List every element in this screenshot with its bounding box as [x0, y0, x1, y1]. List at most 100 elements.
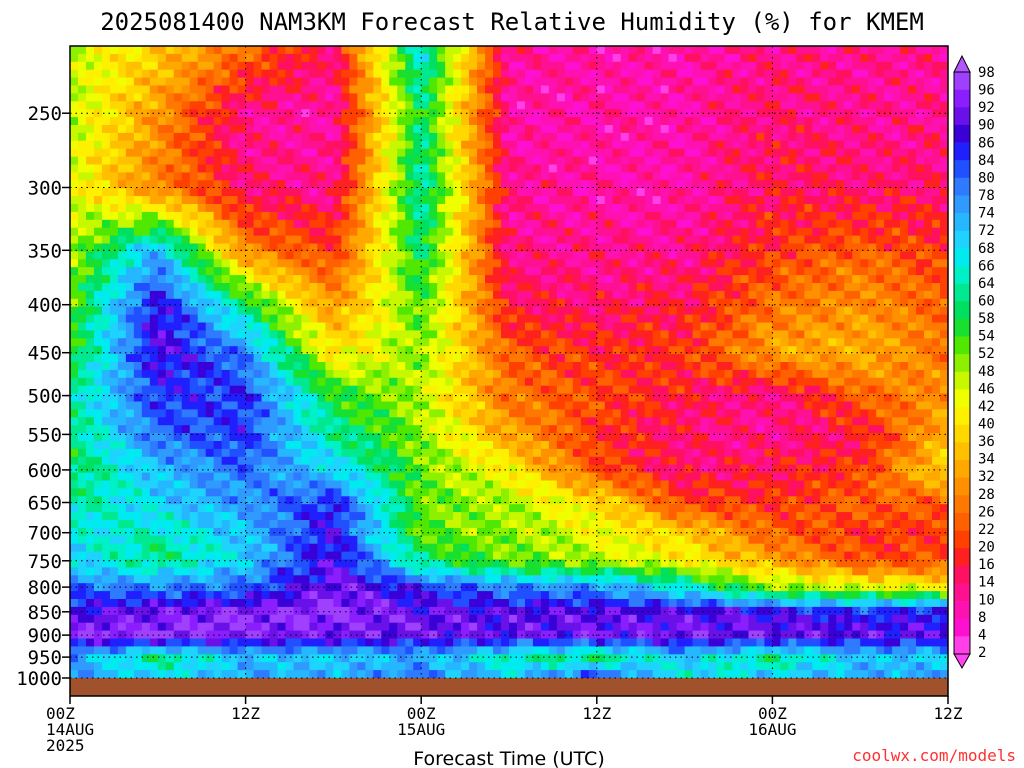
heat-cell [940, 188, 948, 197]
heat-cell [509, 109, 518, 118]
heat-cell [580, 219, 590, 229]
heat-cell [469, 393, 478, 403]
heat-cell [309, 53, 319, 63]
heat-cell [437, 330, 446, 339]
heat-cell [604, 53, 614, 63]
heat-cell [261, 77, 271, 87]
heat-cell [884, 290, 893, 300]
heat-cell [373, 69, 382, 79]
heat-cell [884, 251, 893, 260]
heat-cell [812, 46, 821, 55]
heat-cell [756, 148, 766, 158]
heat-cell [588, 338, 598, 347]
heat-cell [748, 369, 758, 379]
heat-cell [117, 211, 127, 221]
heat-cell [636, 85, 646, 94]
heat-cell [493, 322, 502, 331]
heat-cell [373, 322, 382, 331]
heat-cell [532, 377, 542, 387]
heat-cell [844, 251, 853, 260]
heat-cell [469, 235, 478, 245]
heat-cell [916, 385, 925, 395]
heat-cell [660, 204, 670, 213]
heat-cell [868, 330, 877, 339]
heat-cell [245, 172, 255, 181]
heat-cell [836, 369, 845, 379]
heat-cell [644, 61, 654, 71]
heat-cell [540, 125, 550, 134]
heat-cell [724, 338, 734, 347]
heat-cell [245, 369, 255, 379]
heat-cell [764, 93, 773, 102]
heat-cell [117, 401, 127, 410]
heat-cell [173, 354, 183, 363]
heat-cell [716, 164, 726, 173]
heat-cell [852, 204, 861, 213]
heat-cell [141, 275, 151, 284]
heat-cell [524, 369, 534, 379]
heat-cell [636, 180, 646, 189]
heat-cell [421, 235, 430, 245]
heat-cell [333, 46, 342, 55]
heat-cell [437, 346, 446, 355]
heat-cell [277, 346, 287, 355]
heat-cell [437, 227, 446, 237]
heat-cell [237, 211, 247, 221]
heat-cell [868, 196, 877, 205]
heat-cell [229, 85, 239, 94]
heat-cell [692, 354, 702, 363]
heat-cell [149, 188, 159, 197]
heat-cell [277, 172, 287, 181]
heat-cell [756, 109, 766, 118]
heat-cell [828, 283, 837, 292]
heat-cell [628, 77, 638, 87]
heat-cell [660, 298, 670, 308]
heat-cell [620, 385, 630, 395]
heat-cell [828, 235, 837, 245]
heat-cell [125, 85, 135, 94]
heat-cell [908, 164, 917, 173]
heat-cell [540, 85, 550, 94]
heat-cell [213, 346, 223, 355]
heat-cell [524, 235, 534, 245]
heat-cell [820, 362, 829, 371]
heat-cell [205, 290, 215, 300]
heat-cell [309, 338, 319, 347]
heat-cell [724, 267, 734, 276]
heat-cell [644, 211, 654, 221]
heat-cell [157, 354, 167, 363]
heat-cell [908, 46, 917, 55]
heat-cell [620, 156, 630, 166]
heat-cell [884, 180, 893, 189]
heat-cell [748, 172, 758, 181]
heat-cell [932, 164, 941, 173]
heat-cell [764, 227, 773, 237]
heat-cell [804, 53, 813, 63]
heat-cell [740, 330, 750, 339]
heat-cell [253, 196, 263, 205]
heat-cell [405, 377, 414, 387]
heat-cell [413, 346, 422, 355]
heat-cell [373, 61, 382, 71]
heat-cell [564, 259, 574, 268]
heat-cell [109, 306, 119, 316]
heat-cell [413, 53, 422, 63]
heat-cell [277, 69, 287, 79]
heat-cell [828, 117, 837, 126]
heat-cell [205, 251, 215, 260]
heat-cell [357, 117, 366, 126]
heat-cell [748, 354, 758, 363]
heat-cell [748, 267, 758, 276]
heat-cell [868, 211, 877, 221]
heat-cell [205, 69, 215, 79]
heat-cell [788, 61, 797, 71]
heat-cell [708, 385, 718, 395]
heat-cell [668, 180, 678, 189]
heat-cell [540, 306, 550, 316]
heat-cell [461, 85, 470, 94]
heat-cell [724, 385, 734, 395]
heat-cell [413, 259, 422, 268]
heat-cell [780, 156, 789, 166]
heat-cell [269, 69, 279, 79]
